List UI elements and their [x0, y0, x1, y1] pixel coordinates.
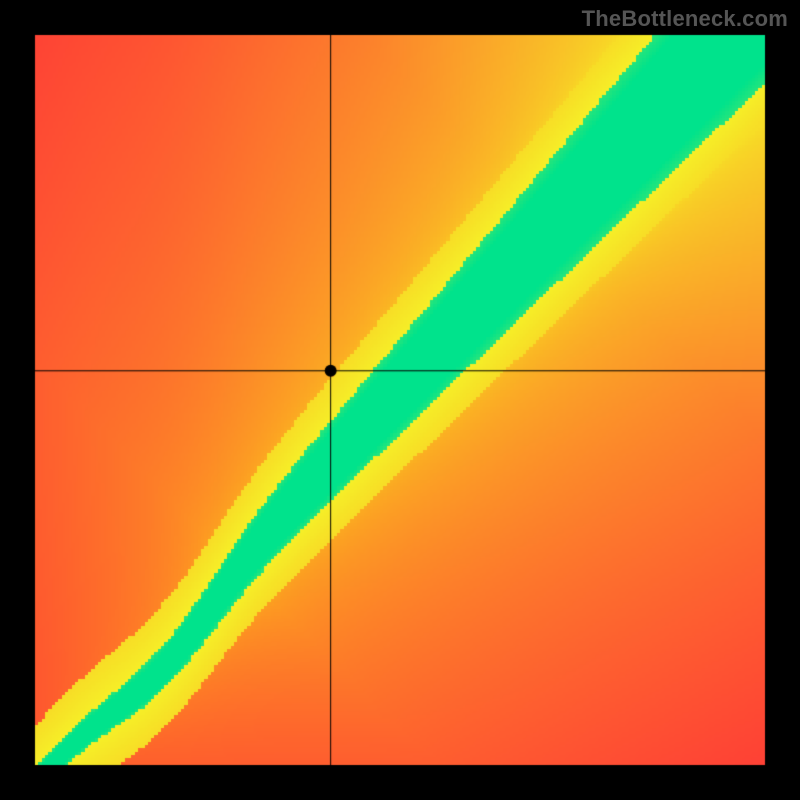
watermark-label: TheBottleneck.com [582, 6, 788, 32]
heatmap-canvas [0, 0, 800, 800]
chart-container: TheBottleneck.com [0, 0, 800, 800]
